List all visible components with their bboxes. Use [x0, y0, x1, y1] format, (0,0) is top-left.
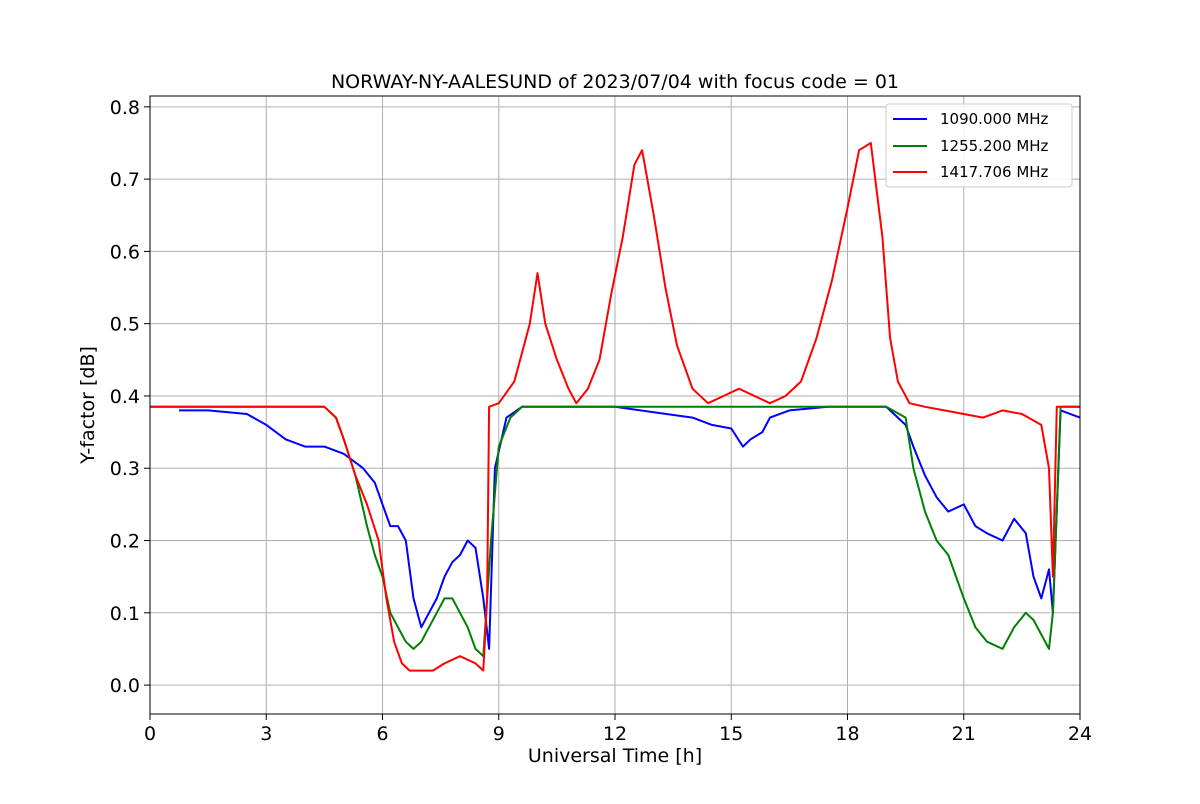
series-line-1417-706-mhz [150, 142, 1080, 672]
y-tick-label: 0.1 [110, 603, 140, 625]
y-tick-label: 0.2 [110, 531, 140, 553]
legend-label-1255-mhz: 1255.200 MHz [940, 137, 1049, 155]
x-tick-label: 6 [376, 723, 388, 745]
axis-ticks: 0 3 6 9 12 15 18 21 24 0.0 0.1 0.2 0.3 0.4 0.5 0.6 0.7 0.… [110, 97, 1092, 745]
y-tick-label: 0.6 [110, 241, 140, 263]
y-tick-label: 0.3 [110, 458, 140, 480]
y-tick-label: 0.8 [110, 97, 140, 119]
chart-title: NORWAY-NY-AALESUND of 2023/07/04 with fo… [331, 71, 899, 93]
x-axis-label: Universal Time [h] [528, 745, 702, 767]
x-tick-label: 18 [835, 723, 859, 745]
x-tick-label: 21 [952, 723, 976, 745]
y-axis-label: Y-factor [dB] [77, 346, 99, 465]
y-tick-label: 0.5 [110, 314, 140, 336]
legend-label-1090-mhz: 1090.000 MHz [940, 110, 1049, 128]
legend-label-1417-mhz: 1417.706 MHz [940, 163, 1049, 181]
y-tick-label: 0.0 [110, 675, 140, 697]
x-tick-label: 9 [493, 723, 505, 745]
legend: 1090.000 MHz 1255.200 MHz 1417.706 MHz [885, 103, 1073, 188]
x-tick-label: 24 [1068, 723, 1092, 745]
x-tick-label: 0 [144, 723, 156, 745]
x-tick-label: 12 [603, 723, 627, 745]
legend-box [885, 103, 1073, 188]
y-tick-label: 0.7 [110, 169, 140, 191]
x-tick-label: 3 [260, 723, 272, 745]
x-tick-label: 15 [719, 723, 743, 745]
y-tick-label: 0.4 [110, 386, 140, 408]
series-lines [150, 142, 1081, 672]
